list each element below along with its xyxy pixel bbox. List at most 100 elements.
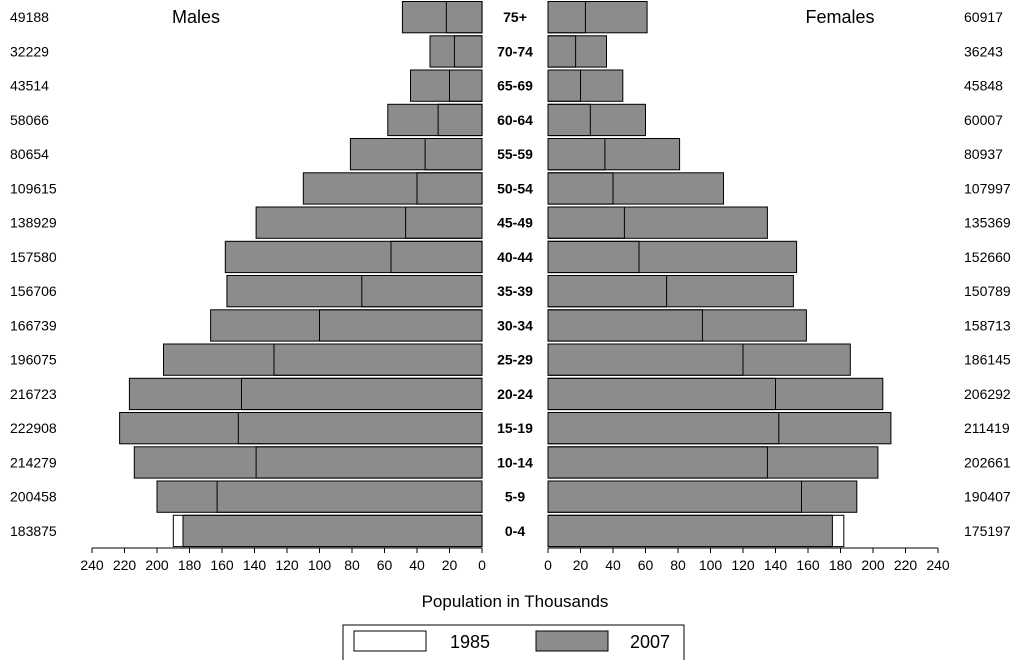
bar-females-2007-30-34 (547, 309, 807, 342)
male-total-40-44: 157580 (10, 249, 57, 265)
x-tick-label-males-80: 80 (344, 557, 360, 573)
bar-females-1985-45-49 (547, 206, 625, 239)
x-tick-label-males-60: 60 (377, 557, 393, 573)
x-tick-label-females-0: 0 (544, 557, 552, 573)
female-total-25-29: 186145 (964, 352, 1011, 368)
bar-males-1985-20-24 (241, 377, 483, 411)
bar-males-2007-65-69 (410, 69, 483, 102)
x-tick-label-females-40: 40 (605, 557, 621, 573)
bar-females-2007-10-14 (547, 446, 879, 479)
female-total-35-39: 150789 (964, 283, 1011, 299)
bar-females-1985-50-54 (547, 172, 614, 205)
bar-females-2007-70-74 (547, 35, 607, 68)
x-tick-label-males-200: 200 (145, 557, 169, 573)
female-totals: 175197 190407 202661 211419 206292 186145 1587… (964, 9, 1011, 539)
x-tick-label-females-160: 160 (796, 557, 820, 573)
age-label-75+: 75+ (503, 9, 527, 25)
x-tick-label-males-20: 20 (442, 557, 458, 573)
female-total-55-59: 80937 (964, 146, 1003, 162)
x-tick-label-females-100: 100 (699, 557, 723, 573)
bar-females-1985-70-74 (547, 35, 577, 68)
female-total-20-24: 206292 (964, 386, 1011, 402)
x-tick-label-males-160: 160 (210, 557, 234, 573)
female-total-5-9: 190407 (964, 489, 1011, 505)
age-label-35-39: 35-39 (497, 283, 533, 299)
age-label-60-64: 60-64 (497, 112, 533, 128)
bar-males-1985-35-39 (361, 275, 483, 308)
bar-males-1985-30-34 (319, 309, 483, 342)
female-total-10-14: 202661 (964, 454, 1011, 470)
bar-males-1985-0-4 (172, 514, 483, 548)
bar-males-1985-25-29 (273, 343, 483, 376)
x-tick-labels-females: 0 20 40 60 80 100 120 140 160 180 200 220 240 (544, 548, 950, 573)
x-tick-labels-males: 240 220 200 180 160 140 120 100 80 60 40 20 0 (80, 548, 486, 573)
bar-males-1985-45-49 (405, 206, 483, 239)
bar-females-2007-65-69 (547, 69, 624, 102)
age-label-45-49: 45-49 (497, 215, 533, 231)
male-total-30-34: 166739 (10, 317, 57, 333)
x-axis-title: Population in Thousands (422, 592, 609, 611)
bar-females-2007-50-54 (547, 172, 724, 205)
bar-females-2007-55-59 (547, 138, 681, 171)
male-total-65-69: 43514 (10, 78, 49, 94)
bar-females-1985-60-64 (547, 103, 591, 137)
female-total-75+: 60917 (964, 9, 1003, 25)
x-tick-label-females-20: 20 (573, 557, 589, 573)
female-total-40-44: 152660 (964, 249, 1011, 265)
x-tick-label-males-180: 180 (178, 557, 202, 573)
male-total-0-4: 183875 (10, 523, 57, 539)
bar-females-1985-25-29 (547, 343, 744, 376)
bar-females-1985-35-39 (547, 275, 668, 308)
bar-females-1985-10-14 (547, 446, 768, 479)
males-label: Males (172, 7, 220, 27)
bar-males-2007-35-39 (226, 275, 483, 308)
x-tick-label-females-120: 120 (731, 557, 755, 573)
male-total-5-9: 200458 (10, 489, 57, 505)
x-tick-label-females-140: 140 (764, 557, 788, 573)
bar-males-1985-5-9 (216, 480, 483, 513)
age-label-5-9: 5-9 (505, 489, 525, 505)
age-label-10-14: 10-14 (497, 454, 533, 470)
x-tick-label-males-120: 120 (275, 557, 299, 573)
bar-males-2007-45-49 (255, 206, 483, 239)
x-tick-label-males-220: 220 (113, 557, 137, 573)
bar-males-1985-15-19 (237, 412, 483, 445)
bar-females-2007-40-44 (547, 240, 798, 274)
female-total-50-54: 107997 (964, 180, 1011, 196)
age-label-25-29: 25-29 (497, 352, 533, 368)
legend: 1985 2007 (342, 624, 685, 660)
female-total-15-19: 211419 (964, 420, 1010, 436)
bar-females-2007-45-49 (547, 206, 768, 239)
female-total-70-74: 36243 (964, 43, 1003, 59)
bar-females-1985-0-4 (547, 514, 845, 548)
x-tick-label-females-220: 220 (894, 557, 918, 573)
age-label-65-69: 65-69 (497, 78, 533, 94)
bar-females-1985-20-24 (547, 377, 776, 411)
male-total-20-24: 216723 (10, 386, 57, 402)
bar-males-1985-50-54 (416, 172, 483, 205)
age-label-20-24: 20-24 (497, 386, 533, 402)
bar-females-1985-65-69 (547, 69, 581, 102)
female-total-65-69: 45848 (964, 78, 1003, 94)
x-tick-label-females-60: 60 (638, 557, 654, 573)
female-total-60-64: 60007 (964, 112, 1003, 128)
age-label-30-34: 30-34 (497, 317, 533, 333)
male-total-70-74: 32229 (10, 43, 49, 59)
legend-label-2007: 2007 (630, 632, 670, 652)
male-total-75+: 49188 (10, 9, 49, 25)
legend-swatch-2007 (535, 630, 609, 652)
female-total-0-4: 175197 (964, 523, 1011, 539)
legend-label-1985: 1985 (450, 632, 490, 652)
bar-males-2007-75+ (401, 1, 483, 34)
bar-males-2007-5-9 (156, 480, 483, 513)
bar-females-1985-15-19 (547, 412, 780, 445)
legend-swatch-1985 (353, 630, 427, 652)
bar-females-1985-5-9 (547, 480, 802, 513)
x-tick-label-males-240: 240 (80, 557, 104, 573)
age-label-0-4: 0-4 (505, 523, 525, 539)
bar-males-2007-40-44 (224, 240, 483, 274)
bar-females-1985-40-44 (547, 240, 640, 274)
bar-females-2007-60-64 (547, 103, 646, 137)
male-total-50-54: 109615 (10, 180, 57, 196)
